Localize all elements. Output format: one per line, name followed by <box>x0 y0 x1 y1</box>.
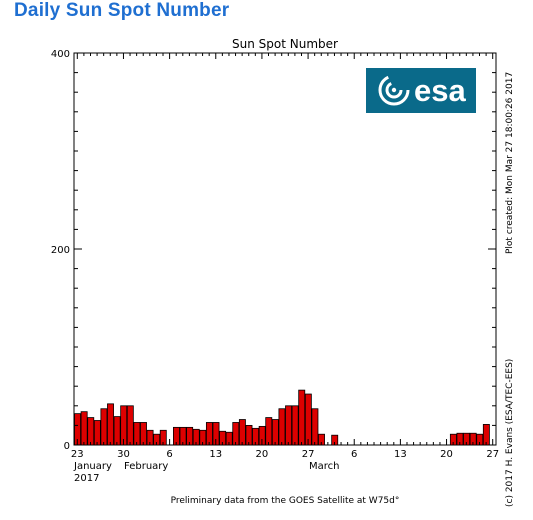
month-label-march: March <box>309 461 339 472</box>
x-tick-label: 13 <box>394 449 407 460</box>
x-tick-label: 13 <box>209 449 222 460</box>
chart-title: Sun Spot Number <box>232 37 338 51</box>
y-tick-label: 400 <box>51 49 70 60</box>
month-label-january: January <box>73 461 112 472</box>
bar <box>271 419 279 446</box>
esa-logo-text: esa <box>414 73 466 108</box>
bar <box>291 405 299 446</box>
year-label: 2017 <box>74 473 99 484</box>
footer-note: Preliminary data from the GOES Satellite… <box>171 496 400 506</box>
bar <box>285 405 292 446</box>
bars-group <box>74 389 490 446</box>
bar <box>278 408 286 446</box>
bar <box>311 408 319 446</box>
bar <box>238 419 246 446</box>
x-tick-label: 27 <box>486 449 499 460</box>
x-tick-label: 20 <box>256 449 269 460</box>
bar <box>298 389 306 446</box>
bar <box>304 393 312 446</box>
bar <box>80 411 88 446</box>
y-tick-label: 200 <box>51 245 70 256</box>
page-heading: Daily Sun Spot Number <box>14 0 230 21</box>
bar <box>232 422 240 446</box>
bar <box>107 403 114 446</box>
x-tick-label: 30 <box>117 449 130 460</box>
esa-logo-mark-icon <box>378 74 410 106</box>
y-tick-label: 0 <box>64 441 70 452</box>
x-tick-label: 6 <box>351 449 357 460</box>
y-axis: 0 200 400 <box>51 49 496 452</box>
x-tick-label: 6 <box>166 449 172 460</box>
x-tick-label: 27 <box>302 449 315 460</box>
esa-logo: esa <box>366 68 476 113</box>
bar <box>482 424 490 446</box>
plot-created-text: Plot created: Mon Mar 27 18:00:26 2017 <box>505 72 515 254</box>
x-tick-label: 20 <box>440 449 453 460</box>
bar <box>140 422 147 446</box>
bar <box>87 417 95 446</box>
bar <box>133 422 141 446</box>
x-axis: 23 30 6 13 20 27 6 13 20 27 <box>71 53 499 460</box>
bar <box>93 420 101 446</box>
credit-text: (c) 2017 H. Evans (ESA/TEC-EES) <box>505 359 515 507</box>
x-tick-label: 23 <box>71 449 84 460</box>
month-label-february: February <box>124 461 168 472</box>
bar <box>265 417 273 446</box>
bar <box>100 408 108 446</box>
bar <box>126 405 134 446</box>
bar <box>113 416 121 446</box>
bar <box>205 422 213 446</box>
